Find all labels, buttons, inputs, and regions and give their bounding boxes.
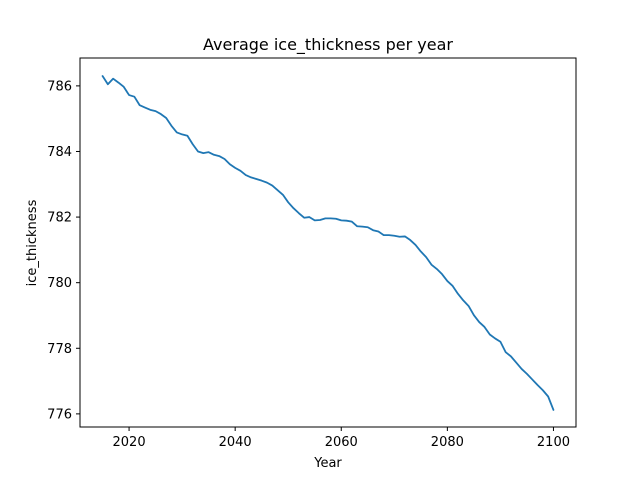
x-tick-label: 2060	[325, 435, 358, 450]
y-tick-label: 778	[47, 342, 72, 357]
x-tick-label: 2040	[219, 435, 252, 450]
y-tick-label: 786	[47, 79, 72, 94]
x-tick-label: 2100	[537, 435, 570, 450]
x-axis: 2020 2040 2060 2080 2100	[113, 427, 570, 450]
y-tick-label: 780	[47, 276, 72, 291]
x-tick-label: 2080	[431, 435, 464, 450]
y-tick-label: 784	[47, 145, 72, 160]
y-tick-label: 776	[47, 407, 72, 422]
series-line	[101, 75, 555, 411]
x-tick-label: 2020	[113, 435, 146, 450]
y-axis: 776 778 780 782 784 786	[47, 79, 80, 422]
plot-area	[79, 57, 577, 428]
y-axis-label: ice_thickness	[25, 199, 40, 286]
y-tick-label: 782	[47, 211, 72, 226]
x-axis-label: Year	[313, 456, 342, 471]
plot-frame	[79, 57, 577, 428]
chart-title: Average ice_thickness per year	[203, 35, 453, 55]
